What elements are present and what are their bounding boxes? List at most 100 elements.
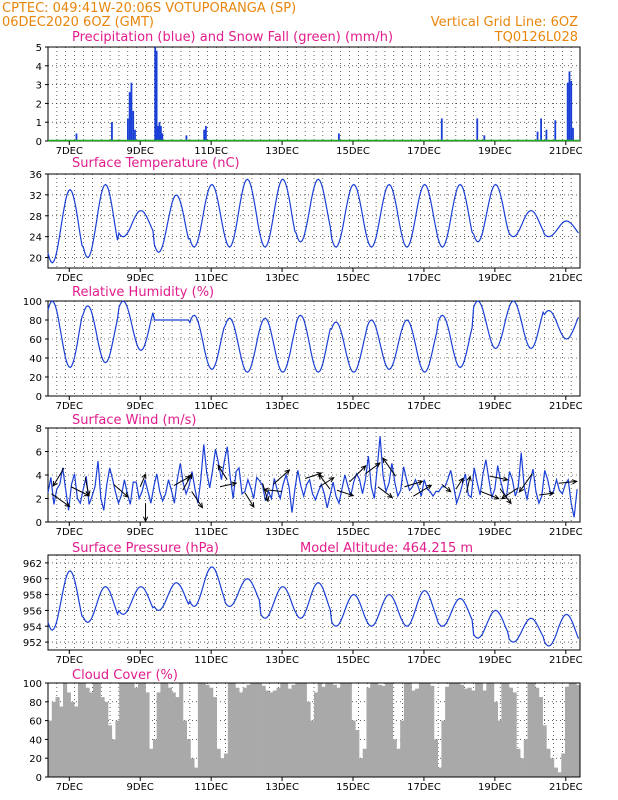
cloud-bar — [119, 683, 124, 777]
wind-arrow — [377, 486, 393, 498]
wind-arrow — [558, 480, 577, 484]
cloud-bar — [317, 683, 322, 777]
cloud-bar — [111, 739, 116, 777]
cloud-bar — [388, 683, 394, 777]
wind-date-label: 7DEC — [56, 527, 83, 538]
cloud-bar — [51, 701, 56, 777]
cloud-bar — [70, 701, 75, 777]
pres-title: Surface Pressure (hPa) — [72, 541, 219, 556]
cloud-bar — [557, 772, 562, 777]
cloud-bar — [430, 685, 435, 777]
rh-ytick-label: 100 — [23, 297, 42, 308]
precip-date-label: 13DEC — [265, 146, 299, 157]
cloud-bar — [332, 684, 337, 777]
precip-ytick-label: 2 — [36, 99, 42, 110]
cloud-title: Cloud Cover (%) — [72, 668, 178, 683]
cloud-bar — [280, 683, 285, 777]
precip-bar — [134, 129, 136, 141]
cloud-bar — [325, 683, 330, 777]
cloud-bar — [149, 748, 154, 777]
cloud-bar — [74, 706, 79, 777]
rh-frame — [47, 300, 581, 397]
cloud-bar — [366, 687, 371, 777]
wind-arrow-head — [187, 473, 193, 480]
cloud-bar — [194, 767, 199, 777]
cloud-bar — [182, 720, 188, 777]
cloud-bar — [343, 683, 349, 777]
cloud-bar — [426, 683, 431, 777]
precip-date-label: 15DEC — [336, 146, 370, 157]
header-location: CPTEC: 049:41W-20:06S VOTUPORANGA (SP) — [2, 1, 296, 16]
cloud-date-label: 19DEC — [478, 782, 512, 793]
wind-arrow — [244, 492, 255, 508]
cloud-bar — [299, 683, 304, 777]
cloud-bar — [261, 685, 266, 777]
cloud-bar — [445, 686, 450, 777]
cloud-bar — [89, 692, 94, 777]
cloud-date-label: 11DEC — [194, 782, 228, 793]
cloud-bar — [418, 683, 424, 777]
rh-date-label: 15DEC — [336, 401, 370, 412]
cloud-bar — [550, 758, 555, 777]
cloud-bar — [284, 683, 289, 777]
temp-date-label: 9DEC — [127, 273, 154, 284]
cloud-bar — [48, 720, 53, 777]
cloud-ytick-label: 100 — [23, 679, 42, 690]
cloud-bar — [328, 683, 334, 777]
cloud-bar — [190, 758, 195, 777]
wind-arrow — [441, 484, 451, 492]
cloud-bar — [370, 683, 375, 777]
precip-ytick-label: 1 — [36, 118, 42, 129]
cloud-bar — [527, 683, 532, 777]
wind-arrow — [319, 477, 334, 488]
temp-date-label: 17DEC — [407, 273, 441, 284]
cloud-bar — [508, 687, 513, 777]
precip-bar — [572, 127, 574, 141]
wind-arrow-head — [426, 484, 433, 490]
cloud-bar — [81, 683, 86, 777]
precip-bar — [568, 71, 571, 141]
cloud-bar — [130, 683, 135, 777]
precip-bar — [205, 125, 207, 141]
precip-date-label: 7DEC — [56, 146, 83, 157]
cloud-bar — [179, 683, 184, 777]
precip-bar — [203, 129, 206, 141]
cloud-ytick-label: 0 — [36, 773, 42, 784]
temp-ytick-label: 20 — [29, 254, 42, 265]
wind-arrow-head — [262, 487, 269, 493]
wind-arrow-head — [466, 475, 472, 482]
precip-bar — [161, 133, 164, 141]
wind-arrow — [262, 483, 269, 502]
wind-arrow-head — [387, 492, 394, 499]
wind-date-label: 9DEC — [127, 527, 154, 538]
wind-date-label: 21DEC — [549, 527, 583, 538]
precip-bar — [536, 131, 539, 141]
wind-arrow — [336, 489, 354, 497]
wind-arrow — [272, 469, 290, 485]
wind-arrow-head — [231, 481, 238, 487]
cloud-bar — [411, 690, 416, 777]
wind-arrow — [382, 457, 396, 477]
cloud-bar — [392, 739, 397, 777]
cloud-bar — [373, 683, 379, 777]
cloud-bar — [486, 683, 491, 777]
cloud-bar — [201, 683, 206, 777]
cloud-bar — [212, 697, 217, 777]
cloud-bar — [553, 767, 558, 777]
wind-arrow-head — [123, 492, 129, 498]
cloud-bar — [291, 684, 296, 777]
wind-arrow — [480, 490, 499, 500]
wind-arrow-head — [360, 465, 367, 471]
cloud-bar — [205, 684, 210, 777]
wind-arrow — [84, 477, 90, 496]
wind-arrow — [219, 482, 237, 488]
header-run-date: 06DEC2020 6OZ (GMT) — [2, 15, 154, 30]
cloud-bar — [400, 720, 405, 777]
temp-ytick-label: 28 — [29, 212, 42, 223]
cloud-bar — [351, 720, 356, 777]
cloud-bar — [242, 687, 247, 777]
pres-panel: 952 954 956 958 960 962 7DEC 9DEC 11DEC 13DEC 15DE… — [23, 554, 583, 666]
cloud-bar — [164, 683, 169, 777]
wind-ytick-label: 6 — [36, 448, 42, 459]
precip-bar — [155, 50, 158, 142]
